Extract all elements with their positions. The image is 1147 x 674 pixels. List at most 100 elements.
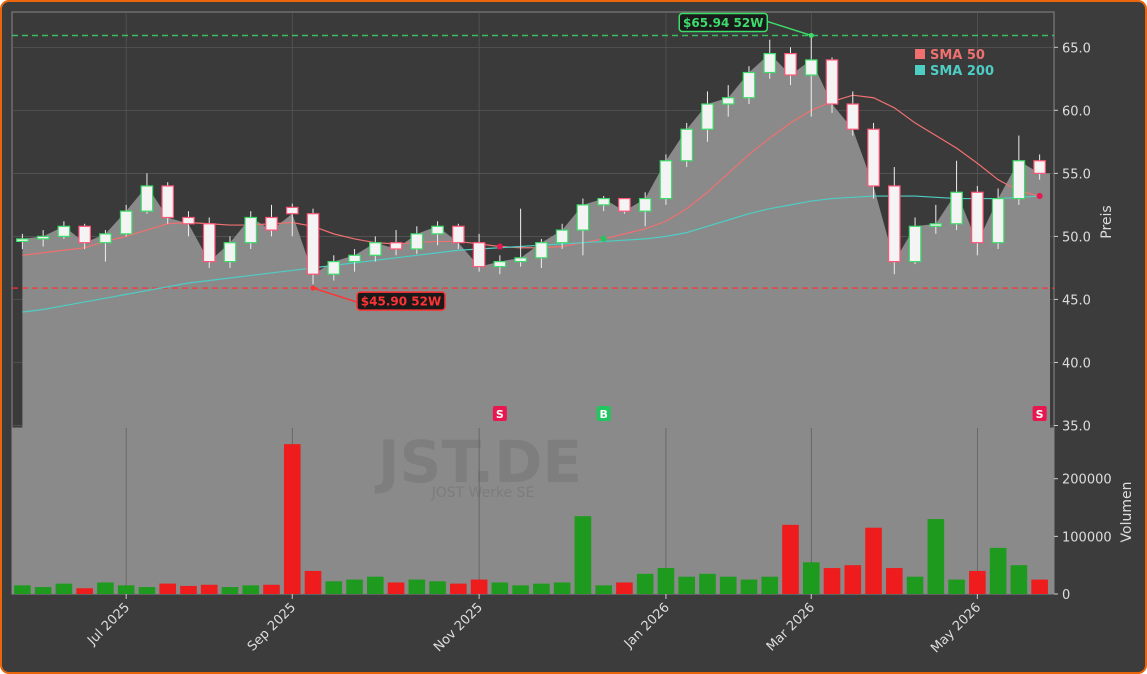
candle-body <box>929 223 943 227</box>
volume-bar <box>699 573 716 594</box>
volume-bar <box>678 576 696 594</box>
volume-bar <box>263 584 280 594</box>
volume-bar <box>325 581 343 594</box>
volume-bar <box>97 582 114 594</box>
y-tick-label: 55.0 <box>1062 167 1091 182</box>
annotation-label: $65.94 52W <box>683 16 763 30</box>
volume-bar <box>927 519 945 594</box>
volume-bar <box>657 568 675 594</box>
signal-point <box>1036 193 1043 200</box>
candle-body <box>223 242 237 263</box>
price-area <box>22 53 1050 428</box>
y-tick-label: 60.0 <box>1062 104 1091 119</box>
candle-body <box>514 257 527 263</box>
annotation-point <box>310 285 316 291</box>
signal-point <box>600 235 607 242</box>
candle-body <box>825 59 839 105</box>
volume-bar <box>782 524 799 594</box>
volume-bar <box>429 581 446 594</box>
y-axis-label: Volumen <box>1119 482 1135 543</box>
candle-body <box>78 225 91 244</box>
y-axis-label: Preis <box>1099 205 1115 238</box>
volume-bar <box>512 585 529 594</box>
volume-bar <box>180 585 197 594</box>
volume-bar <box>844 565 862 594</box>
candle-body <box>618 197 631 212</box>
y-tick-label: 45.0 <box>1062 293 1091 308</box>
candle-body <box>1033 160 1046 174</box>
volume-bar <box>55 583 73 594</box>
candle-body <box>119 210 133 235</box>
volume-bar <box>989 547 1007 594</box>
candle-body <box>908 225 922 263</box>
volume-bar <box>491 582 509 594</box>
candle-body <box>950 191 963 225</box>
candle-body <box>804 59 818 76</box>
candle-body <box>721 97 735 105</box>
candle-body <box>452 225 465 244</box>
candle-body <box>742 71 756 99</box>
volume-bar <box>865 527 882 594</box>
y-tick-label: 50.0 <box>1062 230 1091 245</box>
annotation-point <box>808 32 814 38</box>
candle-body <box>576 204 590 231</box>
y-tick-label: 65.0 <box>1062 41 1091 56</box>
volume-bar <box>719 576 737 594</box>
candle-body <box>410 233 424 250</box>
y-tick-label: 40.0 <box>1062 356 1091 371</box>
sma-line <box>22 195 1040 313</box>
candle-body <box>202 223 216 263</box>
candle-body <box>348 254 361 263</box>
candle-body <box>1012 160 1026 200</box>
signal-label: B <box>599 408 607 421</box>
volume-bar <box>200 584 218 594</box>
annotation-arrow <box>312 287 358 303</box>
signal-box <box>1032 406 1047 421</box>
candle-body <box>265 216 278 231</box>
signal-label: S <box>1036 408 1044 421</box>
volume-bar <box>159 583 177 594</box>
chart-title: JST.DE <box>374 428 582 496</box>
volume-bar <box>304 570 322 594</box>
candle-body <box>659 160 673 200</box>
volume-bar <box>408 579 426 594</box>
volume-bar <box>242 585 260 594</box>
legend-swatch <box>915 49 925 59</box>
candle-body <box>140 185 154 212</box>
volume-bar <box>117 585 135 594</box>
volume-bar <box>138 587 156 594</box>
candle-body <box>244 216 258 244</box>
annotation-label: $45.90 52W <box>361 295 441 309</box>
candle-body <box>867 128 880 187</box>
volume-bar <box>802 562 820 594</box>
volume-bar <box>616 582 633 594</box>
candle-body <box>472 242 486 268</box>
candle-body <box>493 261 507 268</box>
candle-body <box>763 52 777 74</box>
y-tick-label: 0 <box>1062 588 1070 603</box>
volume-bar <box>366 576 384 594</box>
candle-body <box>389 242 403 250</box>
volume-bar <box>969 570 986 594</box>
candle-body <box>431 225 444 235</box>
candle-body <box>327 261 341 275</box>
candle-body <box>182 216 195 225</box>
volume-bar <box>470 579 488 594</box>
candle-body <box>991 197 1005 244</box>
candle-body <box>57 225 71 237</box>
y-tick-label: 200000 <box>1062 473 1112 488</box>
volume-bar <box>595 585 612 594</box>
candle-body <box>680 128 694 162</box>
annotation-box <box>356 291 446 311</box>
volume-bar <box>221 587 239 594</box>
candle-body <box>368 242 382 256</box>
volume-bar <box>948 579 965 594</box>
volume-bar <box>574 516 592 594</box>
volume-bar <box>283 444 301 594</box>
candle-body <box>638 197 652 212</box>
volume-bar <box>553 582 571 594</box>
volume-bar <box>885 568 903 594</box>
signal-label: S <box>496 408 504 421</box>
